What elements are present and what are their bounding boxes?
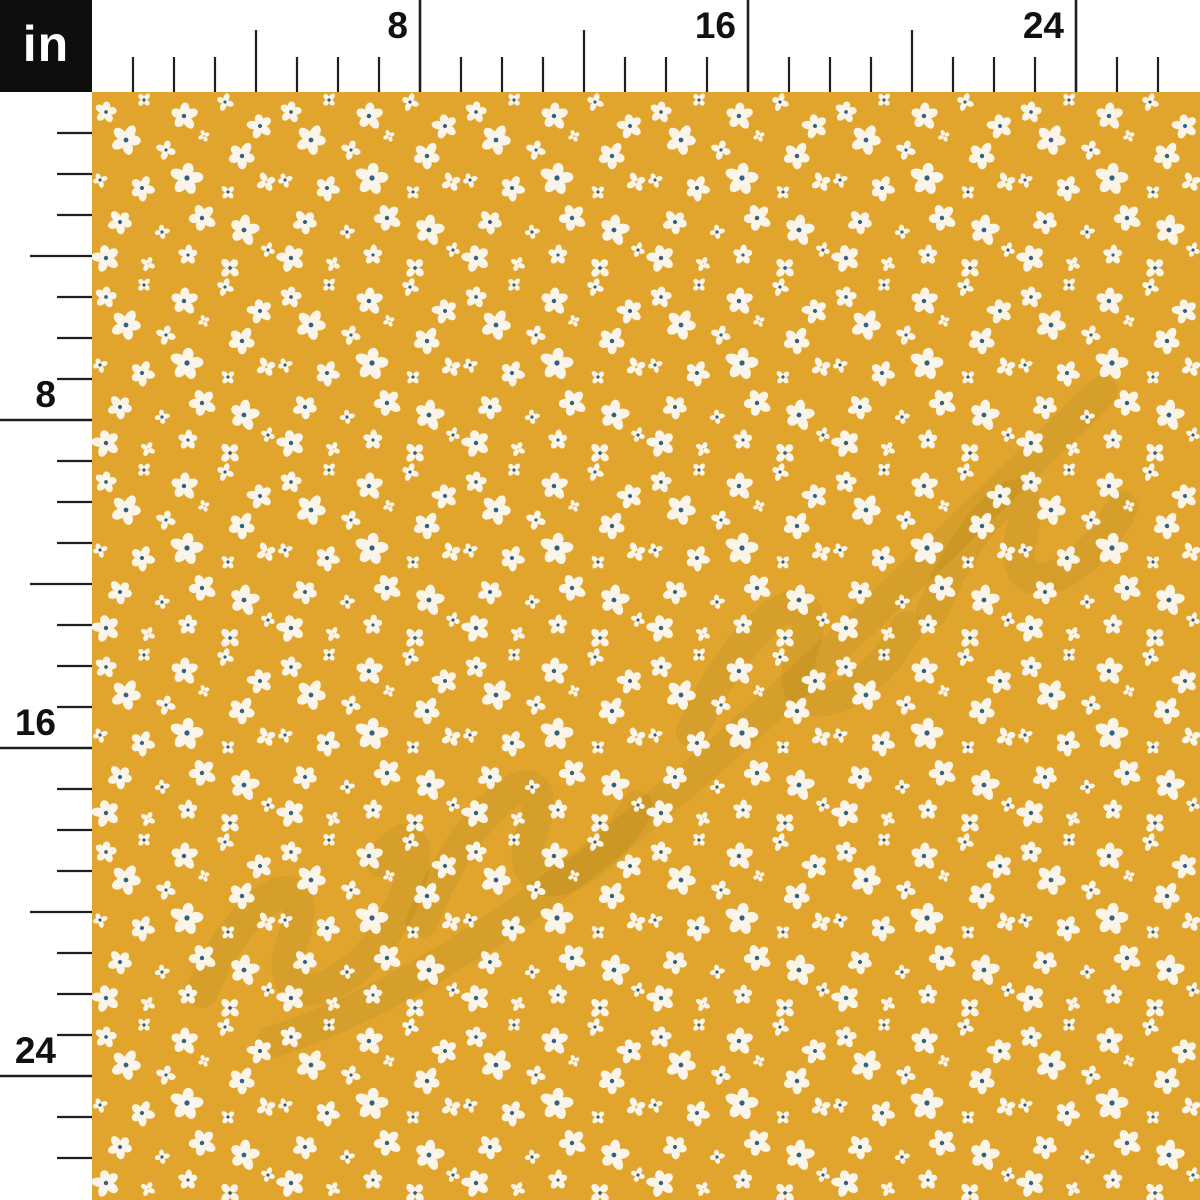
ruler-number-label: 16 (15, 702, 56, 743)
unit-label-square: in (0, 0, 92, 92)
ruler-number-label: 24 (1023, 5, 1065, 46)
fabric-swatch (92, 92, 1200, 1200)
ruler-number-label: 8 (35, 374, 56, 415)
unit-label: in (22, 16, 70, 72)
ruler-number-label: 16 (695, 5, 736, 46)
watermark (186, 376, 1138, 1058)
vertical-ruler: 8 16 24 (0, 92, 92, 1200)
fabric-background (92, 92, 1200, 1200)
ruler-number-label: 8 (387, 5, 408, 46)
ruler-number-label: 24 (15, 1030, 57, 1071)
horizontal-ruler: 8 16 24 (92, 0, 1200, 92)
